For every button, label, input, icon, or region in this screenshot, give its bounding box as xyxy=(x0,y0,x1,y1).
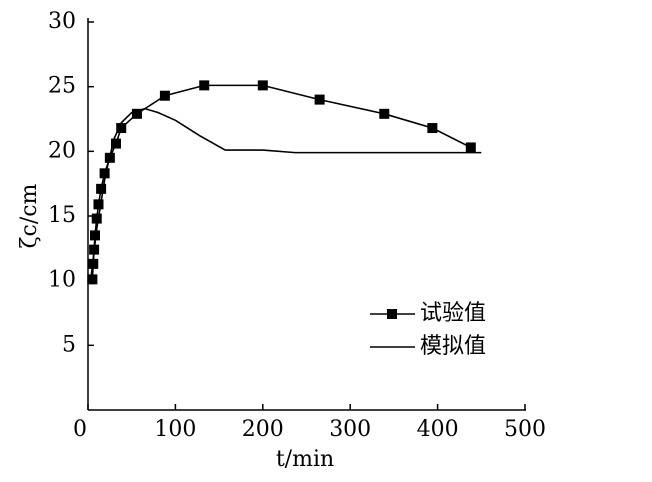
marker xyxy=(96,183,107,194)
y-tick-label: 20 xyxy=(48,138,76,163)
marker xyxy=(99,168,110,179)
x-tick-label: 0 xyxy=(73,417,87,442)
marker xyxy=(314,94,325,105)
marker xyxy=(87,274,98,285)
y-axis-label: ζc/cm xyxy=(17,183,42,248)
marker xyxy=(159,90,170,101)
legend-label: 试验值 xyxy=(420,301,486,326)
marker xyxy=(427,123,438,134)
series-line xyxy=(91,84,472,280)
y-tick-label: 30 xyxy=(48,9,76,34)
x-tick-label: 500 xyxy=(504,417,546,442)
marker xyxy=(257,80,268,91)
x-tick-label: 200 xyxy=(242,417,284,442)
marker xyxy=(116,123,127,134)
x-tick-label: 400 xyxy=(417,417,459,442)
legend-marker xyxy=(387,309,397,319)
x-axis-label: t/min xyxy=(276,447,334,472)
marker xyxy=(379,108,390,119)
marker xyxy=(93,199,104,210)
y-tick-label: 10 xyxy=(48,268,76,293)
x-tick-label: 300 xyxy=(329,417,371,442)
marker xyxy=(465,142,476,153)
marker xyxy=(91,213,102,224)
y-tick-label: 5 xyxy=(62,332,76,357)
x-tick-label: 100 xyxy=(154,417,196,442)
y-tick-label: 25 xyxy=(48,74,76,99)
marker xyxy=(199,80,210,91)
marker xyxy=(89,230,100,241)
marker xyxy=(110,138,121,149)
legend-label: 模拟值 xyxy=(420,334,486,359)
series-line xyxy=(89,107,482,281)
y-tick-label: 15 xyxy=(48,203,76,228)
marker xyxy=(131,108,142,119)
